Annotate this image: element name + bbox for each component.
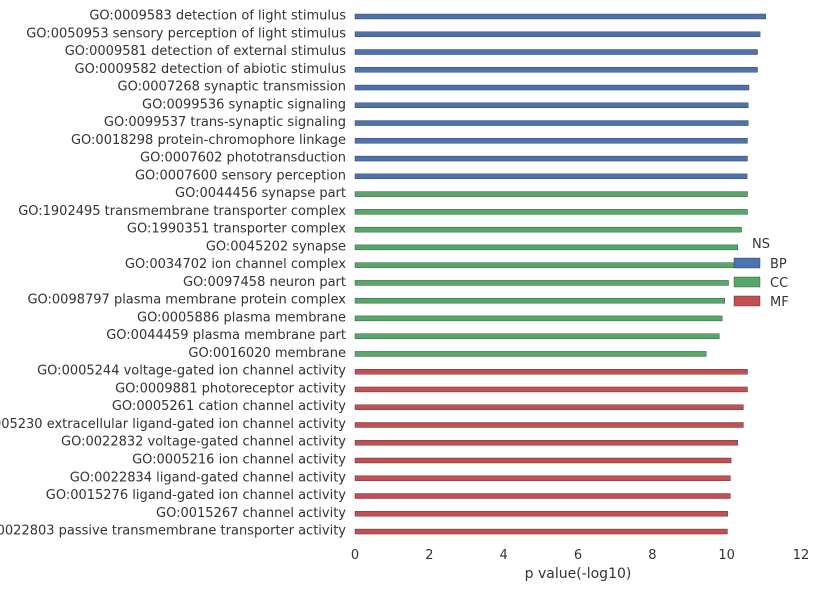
x-tick-label: 4 (500, 548, 508, 563)
y-tick-label: GO:0044459 plasma membrane part (106, 328, 346, 343)
y-tick-label: GO:0009881 photoreceptor activity (115, 381, 346, 396)
bar (354, 297, 726, 304)
x-tick-label: 2 (425, 548, 433, 563)
y-tick-label: GO:1902495 transmembrane transporter com… (18, 204, 346, 219)
bar (354, 67, 758, 73)
y-tick-label: GO:0015267 channel activity (156, 506, 346, 521)
y-tick-label: GO:1990351 transporter complex (127, 222, 346, 237)
y-tick-label: GO:0045202 synapse (206, 239, 346, 254)
x-tick-label: 6 (574, 548, 582, 563)
legend-label-mf: MF (770, 295, 789, 310)
y-tick-label: GO:0022803 passive transmembrane transpo… (0, 524, 346, 539)
x-tick-label: 12 (793, 548, 810, 563)
legend: NS BP CC MF (733, 237, 789, 310)
y-tick-label: GO:0009583 detection of light stimulus (89, 9, 346, 24)
bar (354, 102, 749, 109)
bar (354, 511, 728, 517)
bar (354, 493, 731, 499)
x-tick-label: 8 (648, 548, 656, 563)
bar (354, 13, 766, 20)
bar (354, 315, 723, 322)
legend-label-bp: BP (770, 257, 787, 272)
bar (354, 84, 750, 91)
bar (354, 173, 748, 180)
y-tick-label: GO:0007600 sensory perception (135, 168, 346, 183)
bar (354, 155, 748, 162)
bar (354, 209, 748, 215)
y-tick-label: GO:0009582 detection of abiotic stimulus (75, 62, 347, 77)
legend-swatch-bp (733, 257, 761, 269)
bar (354, 475, 731, 481)
bar (354, 191, 748, 197)
bar (354, 528, 728, 535)
y-tick-label: GO:0015276 ligand-gated ion channel acti… (46, 488, 347, 503)
x-tick-label: 10 (718, 548, 735, 563)
x-tick-label: 0 (351, 548, 359, 563)
y-tick-label: GO:0005244 voltage-gated ion channel act… (37, 364, 346, 379)
y-tick-label: GO:0005261 cation channel activity (112, 399, 346, 414)
bar (354, 244, 739, 251)
bar (354, 404, 744, 410)
bar (354, 262, 737, 268)
x-axis-label: p value(-log10) (525, 566, 632, 582)
y-tick-label: GO:0050953 sensory perception of light s… (26, 26, 346, 41)
y-tick-label: GO:0099536 synaptic signaling (142, 97, 346, 112)
legend-swatch-mf (733, 295, 761, 307)
bar (354, 422, 744, 428)
y-tick-label: GO:0098797 plasma membrane protein compl… (27, 293, 346, 308)
bar (354, 226, 742, 233)
legend-title: NS (752, 237, 770, 252)
bar (354, 440, 739, 446)
legend-label-cc: CC (770, 276, 788, 291)
y-tick-label: GO:0007602 phototransduction (140, 151, 346, 166)
bar (354, 138, 748, 144)
y-tick-label: GO:0022832 voltage-gated channel activit… (61, 435, 346, 450)
bar (354, 120, 749, 126)
bar (354, 369, 748, 375)
y-tick-label: GO:0005230 extracellular ligand-gated io… (0, 417, 346, 432)
bar (354, 351, 707, 357)
y-tick-label: GO:0034702 ion channel complex (125, 257, 346, 272)
y-tick-label: GO:0009581 detection of external stimulu… (65, 44, 347, 59)
y-tick-label: GO:0097458 neuron part (183, 275, 346, 290)
y-tick-label: GO:0016020 membrane (188, 346, 346, 361)
y-tick-label: GO:0007268 synaptic transmission (118, 80, 346, 95)
bar (354, 457, 732, 464)
bar (354, 333, 720, 339)
legend-swatch-cc (733, 276, 761, 288)
y-tick-label: GO:0099537 trans-synaptic signaling (104, 115, 346, 130)
bar (354, 280, 729, 286)
y-tick-label: GO:0005216 ion channel activity (132, 453, 346, 468)
y-tick-label: GO:0022834 ligand-gated channel activity (70, 470, 347, 485)
bar (354, 49, 758, 55)
bar (354, 386, 748, 393)
y-tick-label: GO:0044456 synapse part (175, 186, 346, 201)
y-tick-label: GO:0018298 protein-chromophore linkage (71, 133, 346, 148)
y-tick-label: GO:0005886 plasma membrane (137, 310, 346, 325)
bar (354, 31, 761, 37)
